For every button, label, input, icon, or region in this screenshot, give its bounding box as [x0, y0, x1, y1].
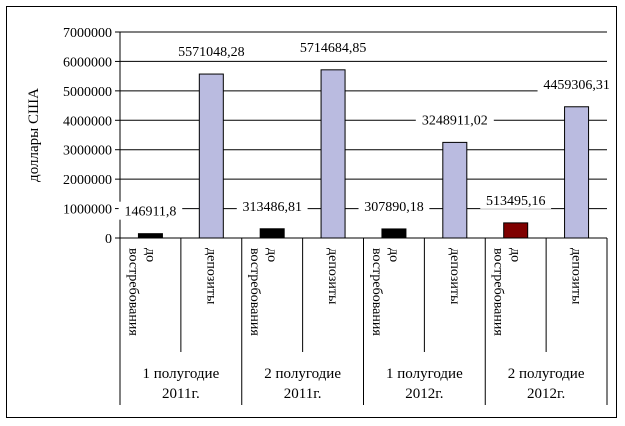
category-label: до	[386, 248, 401, 262]
category-label: востребования	[125, 248, 140, 336]
data-label: 5571048,28	[178, 45, 245, 60]
bar	[381, 228, 407, 239]
y-axis-label: доллары США	[26, 88, 42, 182]
category-label: до	[508, 248, 523, 262]
period-label: 2011г.	[284, 386, 322, 402]
y-tick-label: 0	[105, 232, 112, 247]
data-label: 307890,18	[364, 200, 424, 215]
bar	[503, 222, 529, 239]
data-label: 3248911,02	[422, 113, 488, 128]
period-label: 2012г.	[405, 386, 443, 402]
data-label-bg	[294, 37, 373, 56]
bar	[320, 69, 346, 239]
category-label: депозиты	[325, 248, 340, 305]
bar	[442, 141, 468, 239]
labels: 0 1000000 2000000 3000000 4000000 5000000 6000…	[63, 26, 616, 402]
category-label: депозиты	[447, 248, 462, 305]
data-label-bg	[415, 110, 494, 129]
chart-frame	[6, 6, 617, 418]
y-tick-label: 2000000	[63, 173, 112, 188]
data-label-bg	[236, 196, 308, 215]
data-label: 5714684,85	[300, 41, 367, 56]
category-label: до	[264, 248, 279, 262]
category-label: до	[142, 248, 157, 262]
y-tick-label: 7000000	[63, 26, 112, 41]
data-label-bg	[537, 74, 616, 93]
period-label: 2012г.	[527, 386, 565, 402]
data-label: 146911,8	[124, 205, 176, 220]
y-tick-label: 1000000	[63, 203, 112, 218]
y-tick-label: 5000000	[63, 85, 112, 100]
category-label: востребования	[491, 248, 506, 336]
data-label: 513495,16	[486, 194, 546, 209]
category-label: востребования	[369, 248, 384, 336]
bar	[564, 106, 590, 239]
data-label-bg	[172, 42, 251, 61]
period-label: 1 полугодие	[143, 366, 220, 382]
data-label-bg	[118, 201, 183, 220]
period-label: 2 полугодие	[508, 366, 585, 382]
data-label-bg	[358, 196, 430, 215]
bar	[198, 73, 224, 239]
bars	[137, 69, 590, 239]
data-label-bg	[480, 190, 552, 209]
y-tick-label: 3000000	[63, 144, 112, 159]
period-label: 2 полугодие	[264, 366, 341, 382]
period-label: 1 полугодие	[386, 366, 463, 382]
bar	[259, 228, 285, 239]
axes	[115, 31, 608, 405]
category-label: востребования	[247, 248, 262, 336]
y-tick-label: 6000000	[63, 55, 112, 70]
data-label: 4459306,31	[543, 78, 610, 93]
y-tick-label: 4000000	[63, 114, 112, 129]
data-label: 313486,81	[242, 200, 302, 215]
category-label: депозиты	[569, 248, 584, 305]
period-label: 2011г.	[162, 386, 200, 402]
category-label: депозиты	[203, 248, 218, 305]
bar	[137, 233, 163, 239]
